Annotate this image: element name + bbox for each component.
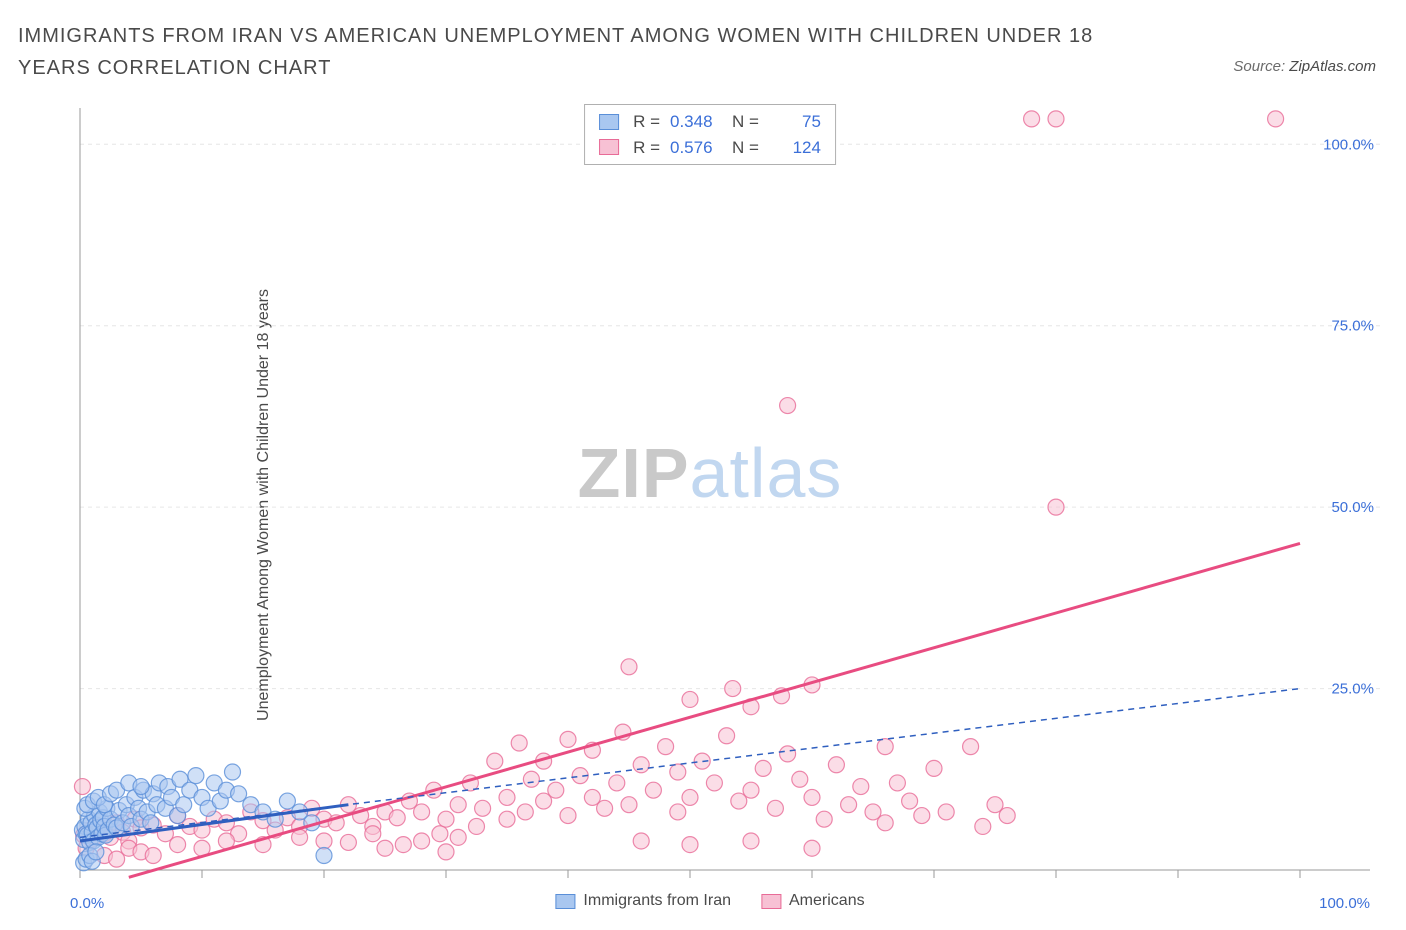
legend-item-iran: Immigrants from Iran (555, 892, 731, 910)
source-label: Source: (1233, 58, 1285, 75)
swatch-americans (599, 139, 619, 155)
legend-bottom: Immigrants from Iran Americans (555, 892, 864, 910)
svg-text:75.0%: 75.0% (1331, 318, 1374, 335)
scatter-chart-svg: 25.0% 50.0% 75.0% 100.0% (72, 100, 1380, 910)
n-label: N = (732, 109, 759, 135)
legend-label-americans: Americans (789, 892, 865, 910)
legend-label-iran: Immigrants from Iran (583, 892, 731, 910)
x-origin-label: 0.0% (70, 895, 104, 912)
n-value-iran: 75 (769, 109, 821, 135)
n-value-americans: 124 (769, 135, 821, 161)
source-credit: Source: ZipAtlas.com (1233, 58, 1376, 75)
plot-container: Unemployment Among Women with Children U… (40, 100, 1380, 910)
r-value-iran: 0.348 (670, 109, 722, 135)
r-value-americans: 0.576 (670, 135, 722, 161)
chart-page: IMMIGRANTS FROM IRAN VS AMERICAN UNEMPLO… (0, 0, 1406, 930)
stats-legend: R = 0.348 N = 75 R = 0.576 N = 124 (584, 104, 836, 165)
x-max-label: 100.0% (1319, 895, 1370, 912)
legend-swatch-iran (555, 894, 575, 909)
r-label: R = (633, 135, 660, 161)
legend-swatch-americans (761, 894, 781, 909)
legend-item-americans: Americans (761, 892, 865, 910)
svg-text:100.0%: 100.0% (1323, 136, 1374, 153)
stats-row-iran: R = 0.348 N = 75 (599, 109, 821, 135)
source-name: ZipAtlas.com (1289, 58, 1376, 75)
n-label: N = (732, 135, 759, 161)
stats-row-americans: R = 0.576 N = 124 (599, 135, 821, 161)
r-label: R = (633, 109, 660, 135)
svg-text:50.0%: 50.0% (1331, 499, 1374, 516)
swatch-iran (599, 114, 619, 130)
svg-text:25.0%: 25.0% (1331, 681, 1374, 698)
chart-title: IMMIGRANTS FROM IRAN VS AMERICAN UNEMPLO… (18, 20, 1118, 84)
